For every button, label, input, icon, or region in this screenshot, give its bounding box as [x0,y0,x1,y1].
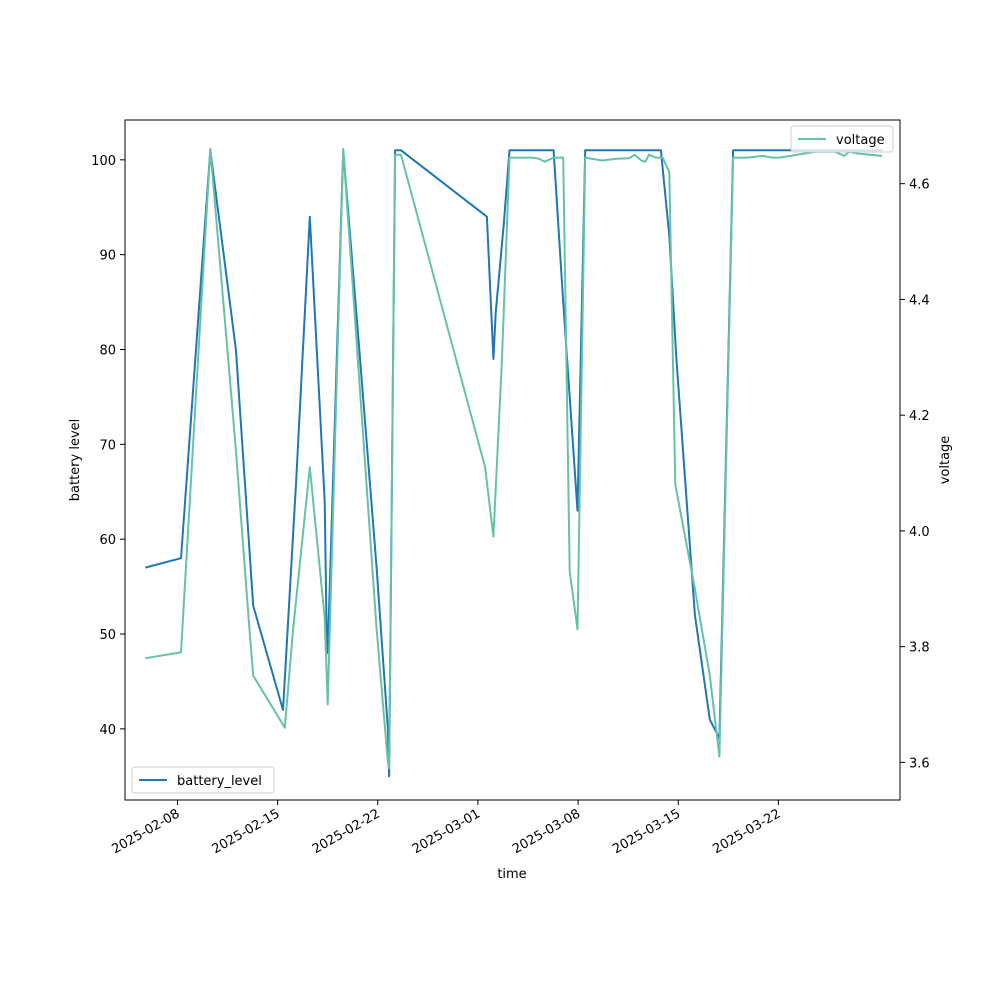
left-y-tick-label: 70 [99,438,116,453]
right-y-tick-label: 4.0 [909,525,930,540]
left-y-tick-label: 50 [99,628,116,643]
legend-voltage-box [790,125,894,153]
right-y-tick-label: 4.4 [909,293,930,308]
left-y-tick-label: 90 [99,249,116,264]
left-y-tick-label: 40 [99,723,116,738]
legend-battery-level-box [131,766,275,794]
x-axis-label: time [497,867,526,882]
right-y-tick-label: 4.6 [909,178,930,193]
legend-voltage: voltage [790,125,894,153]
series-line-voltage [145,147,883,770]
right-y-tick-label: 3.8 [909,641,930,656]
legend-battery-level: battery_level [131,766,275,794]
series-line-battery-level [145,149,883,778]
lines-layer [145,147,883,778]
left-y-axis-ticks: 40 50 60 70 80 90 100 [91,154,125,738]
left-y-tick-label: 60 [99,533,116,548]
plot-frame [124,119,901,801]
right-y-axis-ticks: 3.6 3.8 4.0 4.2 4.4 4.6 [900,178,930,771]
legend-battery-level-label: battery_level [177,774,262,789]
left-y-axis-label: battery level [68,419,83,502]
right-y-axis-label: voltage [938,436,953,485]
left-y-tick-label: 80 [99,344,116,359]
right-y-tick-label: 4.2 [909,409,930,424]
left-y-tick-label: 100 [91,154,116,169]
right-y-tick-label: 3.6 [909,756,930,771]
legend-voltage-label: voltage [836,133,885,148]
